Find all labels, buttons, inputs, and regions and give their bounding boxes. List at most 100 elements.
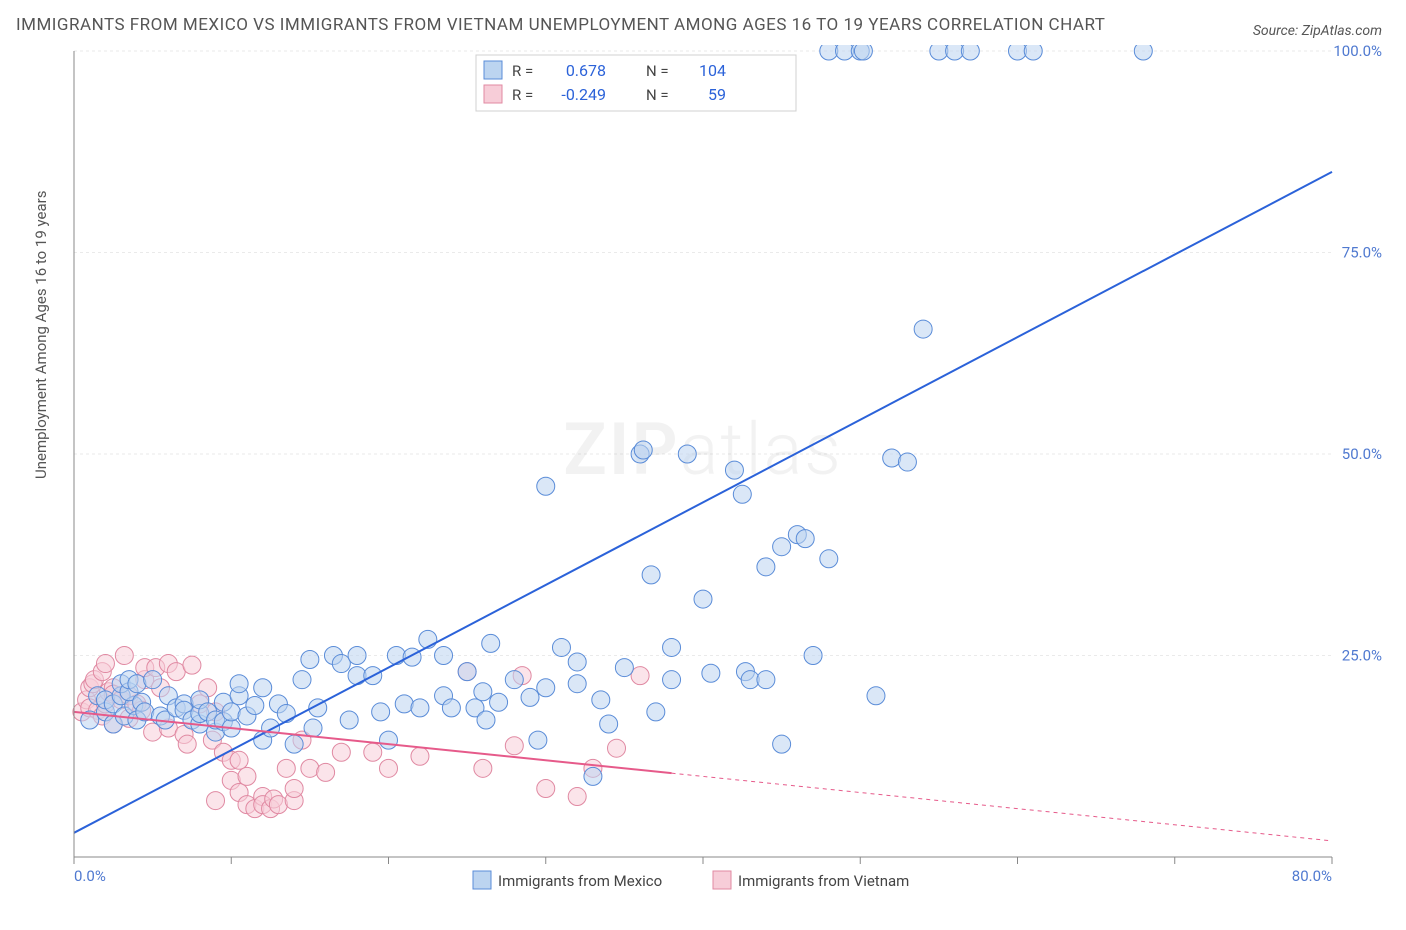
mexico-point [733,485,751,503]
mexico-point [773,735,791,753]
vietnam-point [364,743,382,761]
mexico-point [663,671,681,689]
mexico-point [647,703,665,721]
legend-swatch [713,871,731,889]
y-tick-label: 50.0% [1342,445,1382,463]
mexico-point [642,566,660,584]
mexico-point [757,558,775,576]
mexico-point [490,693,508,711]
y-axis-title: Unemployment Among Ages 16 to 19 years [32,191,50,479]
mexico-point [663,639,681,657]
mexico-point [634,441,652,459]
mexico-point [796,530,814,548]
mexico-point [804,647,822,665]
mexico-point [537,477,555,495]
mexico-point [372,703,390,721]
mexico-point [1134,45,1152,60]
svg-text:59: 59 [708,85,726,104]
mexico-point [222,703,240,721]
vietnam-point [96,655,114,673]
mexico-point [230,675,248,693]
mexico-point [854,45,872,60]
x-tick-label: 80.0% [1292,867,1332,885]
mexico-point [898,453,916,471]
svg-text:104: 104 [699,61,726,80]
mexico-point [387,647,405,665]
svg-text:R =: R = [512,86,533,104]
vietnam-point [277,760,295,778]
mexico-point [678,445,696,463]
vietnam-point [301,760,319,778]
vietnam-trend-line-extrapolated [672,773,1332,841]
vietnam-point [474,760,492,778]
vietnam-point [207,792,225,810]
svg-text:0.678: 0.678 [566,61,606,80]
mexico-point [930,45,948,60]
mexico-point [568,653,586,671]
source-attribution: Source: ZipAtlas.com [1253,23,1382,39]
vietnam-point [230,751,248,769]
mexico-point [725,461,743,479]
vietnam-point [183,656,201,674]
svg-text:R =: R = [512,62,533,80]
svg-text:N =: N = [646,62,669,80]
mexico-point [505,671,523,689]
watermark: ZIPatlas [563,407,843,492]
mexico-point [568,675,586,693]
mexico-point [1009,45,1027,60]
mexico-point [304,719,322,737]
mexico-point [961,45,979,60]
mexico-point [332,655,350,673]
svg-text:N =: N = [646,86,669,104]
mexico-point [1024,45,1042,60]
mexico-point [254,679,272,697]
mexico-point [301,651,319,669]
mexico-point [552,639,570,657]
legend-swatch [473,871,491,889]
mexico-point [482,635,500,653]
vietnam-point [631,667,649,685]
vietnam-point [568,788,586,806]
mexico-point [277,705,295,723]
vietnam-point [317,764,335,782]
mexico-point [340,711,358,729]
mexico-point [144,671,162,689]
mexico-point [521,689,539,707]
mexico-point [537,679,555,697]
correlation-chart: 25.0%50.0%75.0%100.0%ZIPatlas0.0%80.0%Un… [16,45,1390,915]
mexico-point [702,664,720,682]
mexico-point [836,45,854,60]
mexico-point [442,699,460,717]
mexico-point [411,699,429,717]
mexico-point [262,719,280,737]
vietnam-point [608,739,626,757]
mexico-point [458,663,476,681]
mexico-point [246,697,264,715]
vietnam-point [411,747,429,765]
mexico-point [883,449,901,467]
mexico-point [867,687,885,705]
mexico-point [757,671,775,689]
mexico-point [293,671,311,689]
mexico-point [529,731,547,749]
mexico-point [477,711,495,729]
x-tick-label: 0.0% [74,867,106,885]
vietnam-point [238,768,256,786]
legend-label-mexico: Immigrants from Mexico [498,872,662,890]
mexico-point [615,659,633,677]
mexico-point [285,735,303,753]
vietnam-point [537,780,555,798]
vietnam-trend-line [74,712,672,773]
mexico-point [380,731,398,749]
mexico-trend-line [74,172,1332,833]
mexico-point [694,590,712,608]
vietnam-point [380,760,398,778]
mexico-point [419,631,437,649]
vietnam-point [332,743,350,761]
mexico-point [584,768,602,786]
y-tick-label: 75.0% [1342,244,1382,262]
mexico-point [395,695,413,713]
legend-swatch [484,85,502,103]
vietnam-point [178,735,196,753]
y-tick-label: 100.0% [1333,45,1382,60]
